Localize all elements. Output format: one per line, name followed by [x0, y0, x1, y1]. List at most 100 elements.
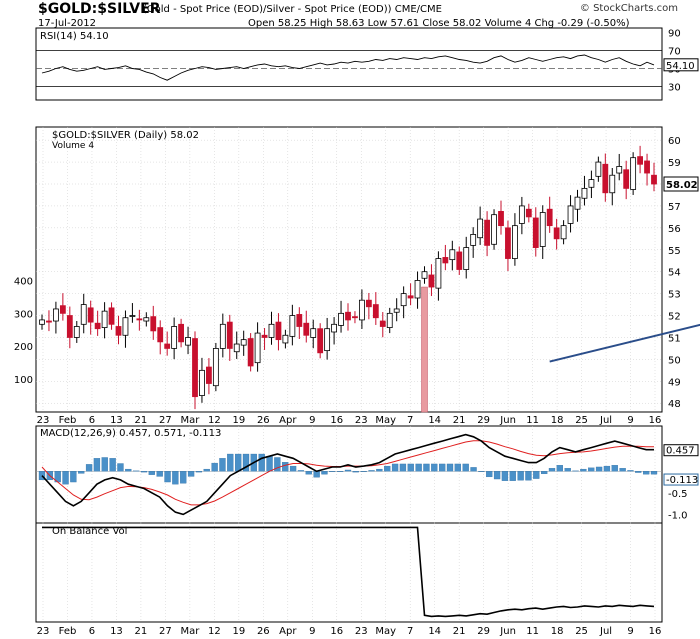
- price-y-tick-label: 51: [668, 333, 681, 344]
- candle-body: [206, 366, 212, 384]
- obv-x-tick-label: 26: [257, 626, 270, 637]
- candle-body: [637, 156, 643, 165]
- price-x-tick-label: 14: [428, 415, 441, 426]
- macd-histogram-bar: [38, 471, 46, 481]
- candle-body: [80, 304, 87, 325]
- macd-histogram-bar: [313, 471, 320, 478]
- macd-histogram-bar: [242, 453, 250, 472]
- obv-x-tick-label: 16: [330, 626, 343, 637]
- price-x-tick-label: 21: [453, 415, 466, 426]
- macd-histogram-bar: [172, 471, 179, 485]
- candle-body: [46, 320, 52, 323]
- volume-label: Volume 4: [52, 141, 94, 151]
- obv-panel-frame: [35, 522, 663, 623]
- candle-body: [491, 214, 497, 245]
- candle-body: [247, 338, 254, 367]
- candle-body: [532, 217, 539, 248]
- candle-body: [94, 322, 101, 330]
- volume-y-tick-label: 300: [14, 309, 33, 320]
- macd-histogram-bar: [227, 453, 234, 472]
- candle-body: [317, 328, 324, 354]
- candle-body: [484, 219, 490, 246]
- obv-x-tick-label: Jun: [499, 626, 516, 637]
- chart-description: (Gold - Spot Price (EOD)/Silver - Spot P…: [143, 4, 442, 15]
- volume-y-tick-label: 400: [14, 276, 33, 287]
- candle-body: [178, 323, 184, 343]
- price-y-tick-label: 48: [668, 399, 681, 410]
- price-x-tick-label: Jun: [499, 415, 516, 426]
- price-x-tick-label: 27: [159, 415, 172, 426]
- obv-x-tick-label: 13: [110, 626, 123, 637]
- macd-histogram-bar: [478, 471, 485, 472]
- candle-body: [456, 251, 463, 270]
- candle-body: [345, 311, 351, 321]
- macd-hist-value-box: [663, 473, 699, 486]
- rsi-last-value: 54.10: [666, 61, 695, 72]
- candle-body: [129, 315, 136, 317]
- macd-histogram-bar: [415, 463, 422, 472]
- macd-histogram-bar: [148, 471, 155, 475]
- macd-histogram-bar: [101, 457, 108, 472]
- candle-body: [59, 305, 66, 314]
- price-x-tick-label: 16: [330, 415, 343, 426]
- price-last-value-box: [663, 176, 699, 192]
- rsi-y-tick-label: 90: [668, 29, 681, 40]
- macd-histogram-bar: [548, 468, 556, 472]
- macd-histogram-bar: [93, 458, 101, 472]
- candle-body: [331, 323, 337, 333]
- obv-label: On Balance Vol: [52, 526, 127, 537]
- candle-body: [421, 271, 428, 279]
- rsi-label: RSI(14) 54.10: [40, 31, 109, 42]
- macd-last-value: 0.457: [666, 446, 695, 457]
- candle-body: [553, 227, 560, 240]
- price-y-tick-label: 56: [668, 224, 681, 235]
- candle-body: [518, 205, 525, 224]
- candle-body: [581, 187, 588, 199]
- candle-body: [150, 316, 157, 332]
- price-x-tick-label: 19: [232, 415, 245, 426]
- macd-histogram-bar: [140, 471, 148, 473]
- price-x-tick-label: May: [375, 415, 396, 426]
- macd-histogram-bar: [282, 462, 289, 472]
- obv-x-tick-label: 18: [551, 626, 564, 637]
- macd-histogram-bar: [156, 471, 163, 477]
- candle-body: [595, 161, 602, 177]
- obv-x-tick-label: 27: [159, 626, 172, 637]
- macd-histogram-bar: [580, 468, 587, 472]
- price-y-tick-label: 60: [668, 136, 681, 147]
- macd-histogram-bar: [650, 471, 658, 475]
- candle-body: [185, 337, 191, 346]
- price-x-tick-label: 9: [627, 415, 633, 426]
- obv-x-tick-label: 14: [428, 626, 441, 637]
- price-x-tick-label: Mar: [180, 415, 200, 426]
- obv-x-tick-label: 23: [355, 626, 368, 637]
- macd-histogram-bar: [556, 465, 563, 472]
- macd-histogram-bar: [289, 465, 297, 472]
- volume-y-tick-label: 100: [14, 375, 33, 386]
- candle-body: [233, 343, 240, 353]
- obv-x-tick-label: 6: [89, 626, 95, 637]
- candle-body: [386, 312, 393, 328]
- macd-histogram-bar: [486, 471, 493, 478]
- macd-y-tick-label: -0.5: [668, 489, 688, 500]
- macd-histogram-bar: [235, 453, 242, 472]
- macd-histogram-bar: [62, 471, 69, 485]
- macd-histogram-bar: [337, 471, 344, 472]
- macd-histogram-bar: [588, 467, 595, 472]
- candle-body: [414, 280, 421, 299]
- macd-histogram-bar: [572, 470, 579, 472]
- candle-body: [609, 174, 616, 194]
- candle-body: [310, 328, 317, 338]
- quote-summary: Open 58.25 High 58.63 Low 57.61 Close 58…: [248, 18, 630, 29]
- macd-histogram-bar: [525, 471, 532, 481]
- macd-histogram-bar: [219, 458, 226, 472]
- candle-body: [477, 218, 484, 239]
- macd-histogram-bar: [117, 463, 124, 472]
- candle-body: [73, 326, 80, 338]
- candle-body: [240, 339, 247, 346]
- candle-body: [449, 249, 456, 261]
- candle-body: [115, 326, 122, 336]
- candle-body: [400, 293, 407, 307]
- macd-histogram-bar: [603, 465, 611, 472]
- candle-body: [268, 323, 275, 338]
